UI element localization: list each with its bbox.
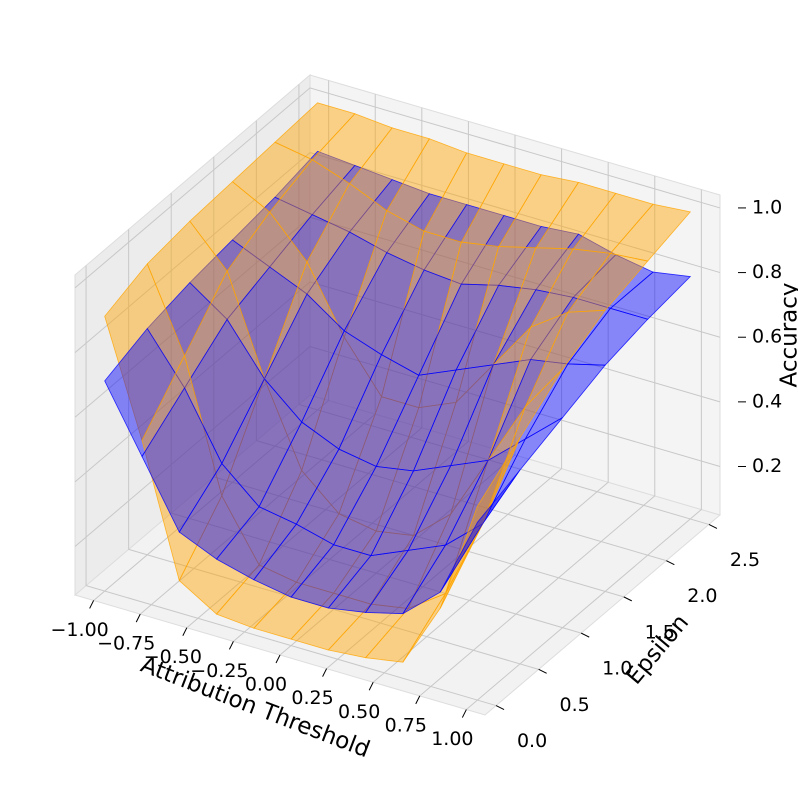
x-tick-label: 0.00 [245, 674, 287, 696]
y-tick [623, 596, 633, 602]
grid-line [74, 152, 721, 353]
x-tick [461, 709, 467, 718]
x-tick-label: 0.50 [338, 701, 380, 723]
z-tick-label: 0.4 [752, 390, 782, 412]
grid-line [233, 121, 469, 642]
x-tick [182, 627, 188, 636]
y-tick [708, 523, 718, 529]
grid-line [170, 193, 582, 634]
grid-line [85, 265, 497, 707]
grid-line [255, 120, 667, 562]
ticks: −1.00−0.75−0.50−0.250.000.250.500.751.00… [51, 196, 783, 752]
grid-line [74, 281, 721, 483]
x-tick [322, 668, 328, 677]
x-tick [368, 682, 374, 691]
x-tick-label: −0.75 [97, 633, 155, 655]
x-tick-label: 0.25 [291, 687, 333, 709]
surface-patch [439, 469, 521, 593]
y-tick-label: 2.0 [687, 585, 717, 607]
y-tick-label: 0.5 [560, 694, 590, 716]
x-tick [228, 641, 234, 650]
grid-line [279, 135, 516, 656]
surfaces [104, 102, 692, 663]
y-tick-label: 1.5 [645, 621, 675, 643]
x-tick-label: −1.00 [51, 619, 109, 641]
x-tick-label: −0.50 [144, 646, 202, 668]
x-tick [415, 695, 421, 705]
grid [74, 80, 721, 710]
y-tick-label: 1.0 [602, 658, 632, 680]
y-tick-label: 0.0 [517, 730, 547, 752]
y-tick-label: 2.5 [730, 549, 760, 571]
grid-line [466, 189, 702, 710]
z-tick-label: 0.2 [752, 455, 782, 477]
y-tick [666, 560, 675, 566]
z-tick-label: 0.6 [752, 326, 782, 348]
x-tick [275, 654, 281, 664]
y-tick [495, 705, 505, 711]
surface-patch [439, 437, 521, 609]
z-tick-label: 1.0 [752, 196, 782, 218]
x-tick-label: 0.75 [385, 714, 427, 736]
z-tick-label: 0.8 [752, 261, 782, 283]
grid-line [372, 162, 609, 683]
x-tick-label: −0.25 [190, 660, 248, 682]
x-tick-label: 1.00 [431, 728, 473, 750]
grid-line [186, 107, 423, 629]
y-tick [580, 632, 590, 638]
z-axis-label: Accuracy [777, 282, 798, 387]
grid-line [298, 84, 710, 525]
grid-line [74, 87, 721, 289]
x-tick [89, 600, 95, 609]
grid-line [326, 148, 563, 670]
grid-line [93, 80, 330, 601]
grid-line [419, 175, 656, 697]
y-tick [538, 668, 547, 674]
grid-line [128, 229, 539, 670]
x-tick [135, 613, 141, 623]
